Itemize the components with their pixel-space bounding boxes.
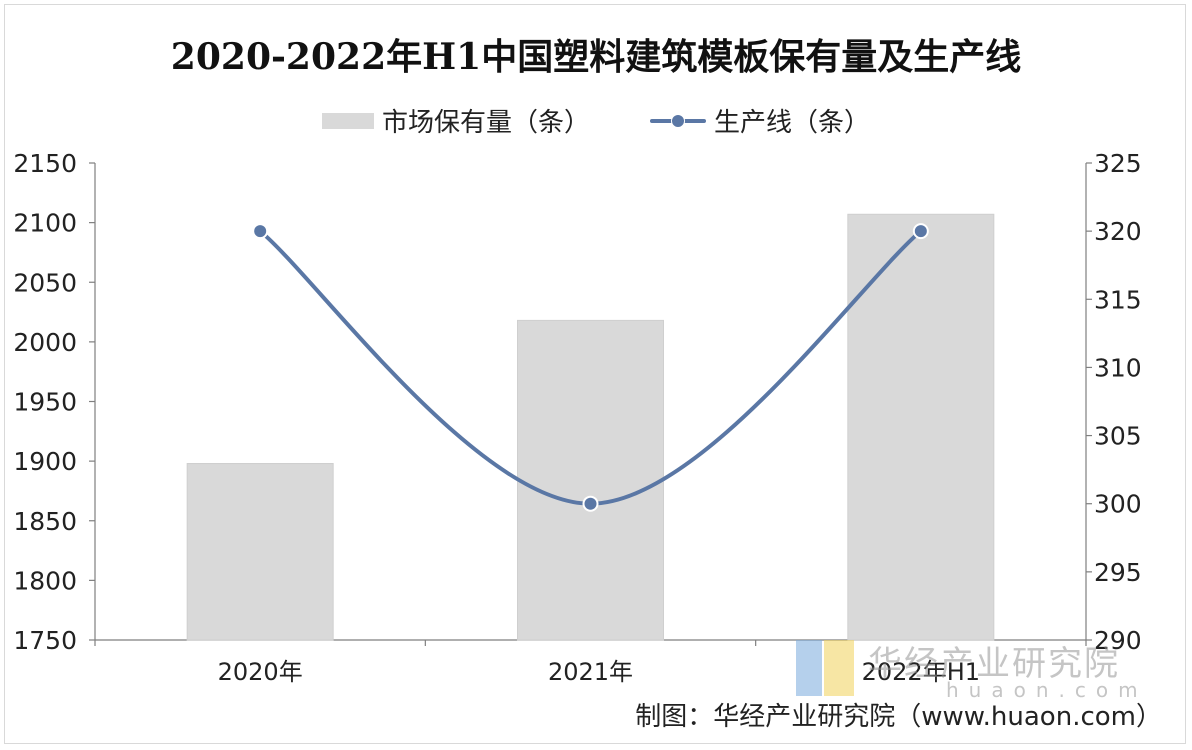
y-left-tick-label: 2150 <box>13 149 77 178</box>
bar <box>847 213 995 641</box>
legend-bar-label: 市场保有量（条） <box>381 108 590 138</box>
chart-title: 2020-2022年H1中国塑料建筑模板保有量及生产线 <box>170 36 1022 78</box>
y-left-tick-label: 1950 <box>13 388 77 417</box>
y-right-tick-label: 305 <box>1094 422 1142 451</box>
line-series <box>252 223 929 512</box>
y-left-tick-label: 1900 <box>13 447 77 476</box>
x-tick-label: 2021年 <box>548 658 633 686</box>
line-point <box>252 223 269 240</box>
line-point <box>912 223 929 240</box>
bar-series <box>186 213 995 641</box>
y-left-tick-label: 2050 <box>13 268 77 297</box>
y-right-tick-label: 310 <box>1094 353 1142 382</box>
watermark: 华经产业研究院 huaon.com <box>796 636 1176 702</box>
y-right-tick-label: 300 <box>1094 490 1142 519</box>
line-point <box>582 495 599 512</box>
y-right-tick-label: 315 <box>1094 285 1142 314</box>
watermark-url: huaon.com <box>946 678 1148 702</box>
bar <box>517 319 664 641</box>
legend-line-label: 生产线（条） <box>714 108 871 138</box>
y-left-tick-label: 2000 <box>13 328 77 357</box>
chart-frame <box>4 4 1186 744</box>
y-right-tick-label: 295 <box>1094 558 1142 587</box>
y-right-tick-label: 290 <box>1094 626 1142 655</box>
y-right-tick-label: 320 <box>1094 217 1142 246</box>
watermark-logo-icon <box>796 640 856 696</box>
legend-item-bar[interactable]: 市场保有量（条） <box>321 102 590 139</box>
y-left-tick-label: 2100 <box>13 209 77 238</box>
watermark-name: 华经产业研究院 <box>868 644 1120 684</box>
y-left-tick-label: 1850 <box>13 507 77 536</box>
y-right-tick-label: 325 <box>1094 149 1142 178</box>
x-tick-label: 2020年 <box>218 658 303 686</box>
legend-item-line[interactable]: 生产线（条） <box>650 102 870 139</box>
legend-bar-swatch <box>321 112 374 129</box>
x-tick-label: 2022年H1 <box>862 658 980 686</box>
legend: 市场保有量（条） 生产线（条） <box>0 102 1192 139</box>
legend-line-swatch <box>650 113 706 129</box>
y-left-tick-label: 1800 <box>13 566 77 595</box>
bar <box>186 463 334 641</box>
y-left-tick-label: 1750 <box>13 626 77 655</box>
source-note: 制图：华经产业研究院（www.huaon.com） <box>635 702 1162 732</box>
